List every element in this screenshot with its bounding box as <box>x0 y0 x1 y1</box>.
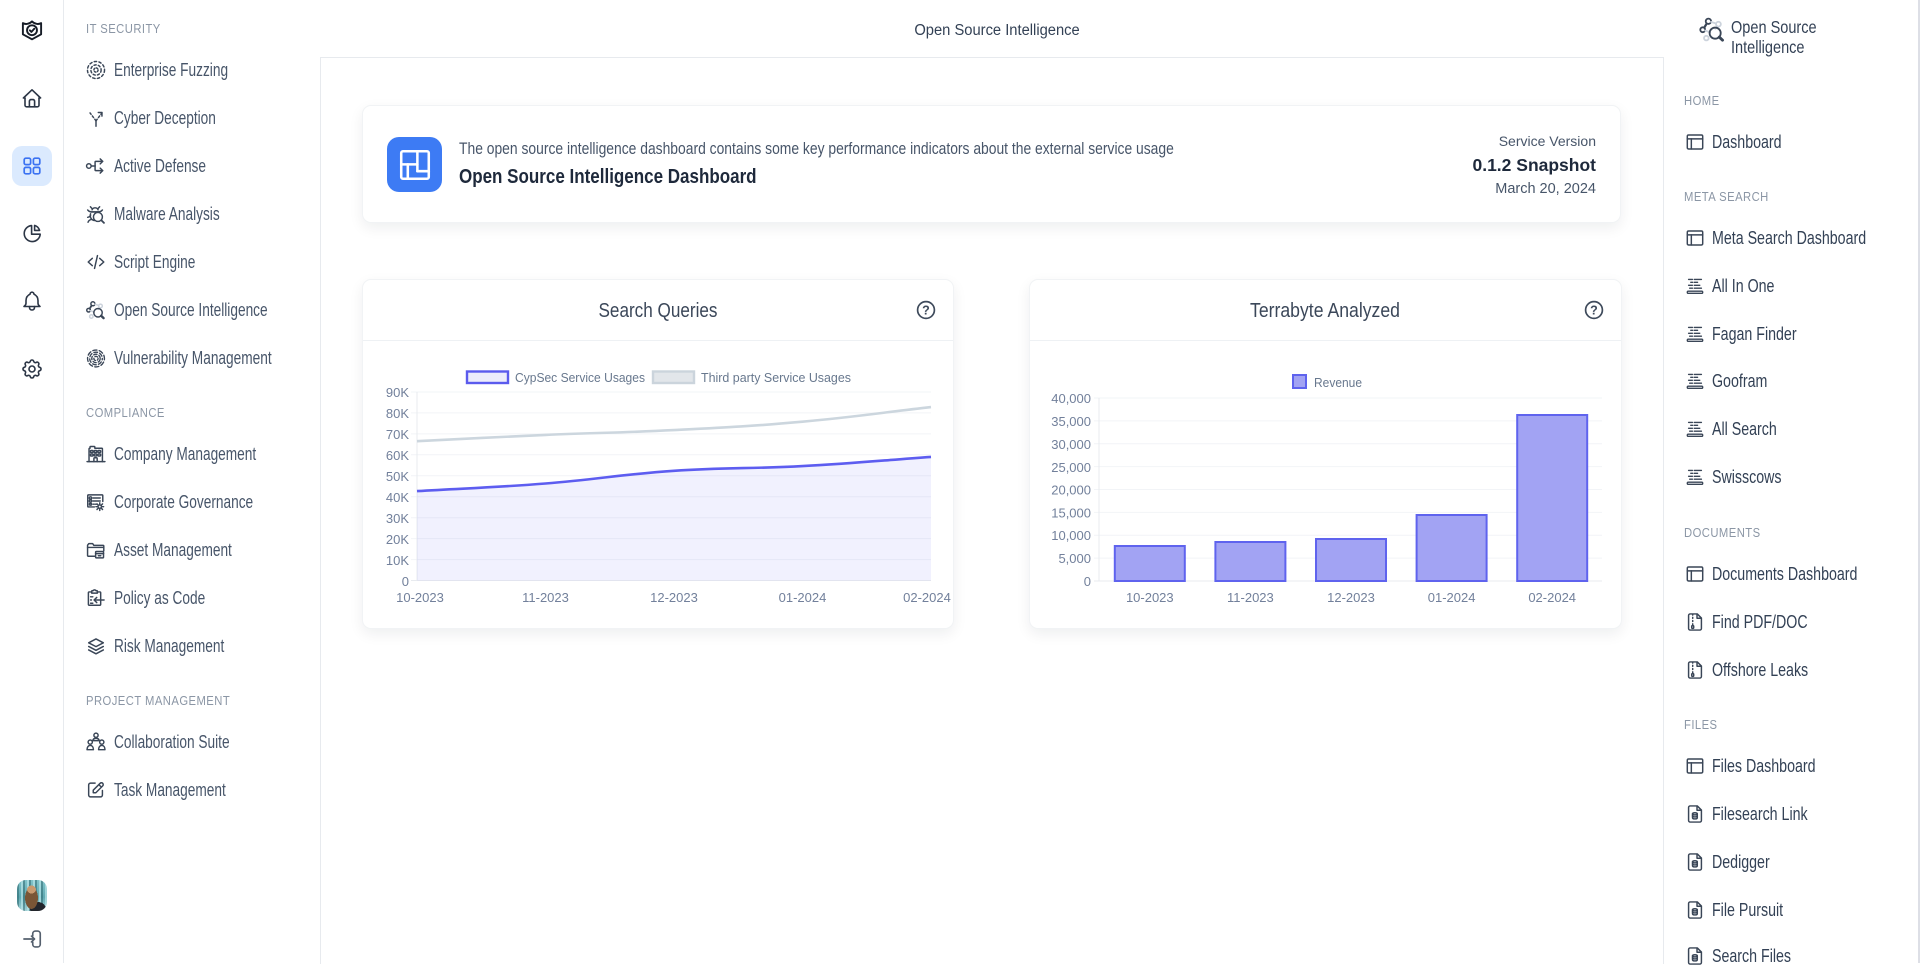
svg-text:0: 0 <box>1084 574 1091 589</box>
svg-text:CypSec Service Usages: CypSec Service Usages <box>515 370 645 385</box>
svg-text:70K: 70K <box>386 427 409 442</box>
svg-text:30,000: 30,000 <box>1051 437 1091 452</box>
svg-text:5,000: 5,000 <box>1058 551 1091 566</box>
svg-text:15,000: 15,000 <box>1051 505 1091 520</box>
svg-text:0: 0 <box>402 574 409 589</box>
svg-text:80K: 80K <box>386 406 409 421</box>
svg-text:Third party Service Usages: Third party Service Usages <box>701 370 851 385</box>
svg-text:25,000: 25,000 <box>1051 460 1091 475</box>
svg-text:12-2023: 12-2023 <box>650 590 698 605</box>
svg-text:?: ? <box>922 304 930 318</box>
svg-text:10-2023: 10-2023 <box>396 590 444 605</box>
svg-text:40,000: 40,000 <box>1051 391 1091 406</box>
svg-text:10,000: 10,000 <box>1051 528 1091 543</box>
svg-text:?: ? <box>1590 304 1598 318</box>
svg-text:20K: 20K <box>386 532 409 547</box>
svg-text:50K: 50K <box>386 469 409 484</box>
svg-text:11-2023: 11-2023 <box>522 590 569 605</box>
svg-text:10-2023: 10-2023 <box>1126 590 1174 605</box>
svg-text:30K: 30K <box>386 511 409 526</box>
svg-text:35,000: 35,000 <box>1051 414 1091 429</box>
svg-text:10K: 10K <box>386 553 409 568</box>
svg-text:02-2024: 02-2024 <box>903 590 951 605</box>
svg-text:01-2024: 01-2024 <box>779 590 827 605</box>
svg-text:02-2024: 02-2024 <box>1528 590 1576 605</box>
svg-text:Revenue: Revenue <box>1314 375 1362 390</box>
svg-text:Terrabyte Analyzed: Terrabyte Analyzed <box>1250 300 1400 322</box>
svg-text:20,000: 20,000 <box>1051 483 1091 498</box>
svg-text:01-2024: 01-2024 <box>1428 590 1476 605</box>
svg-text:90K: 90K <box>386 385 409 400</box>
svg-text:11-2023: 11-2023 <box>1227 590 1274 605</box>
svg-text:Search Queries: Search Queries <box>599 300 718 322</box>
svg-text:40K: 40K <box>386 490 409 505</box>
svg-text:60K: 60K <box>386 448 409 463</box>
svg-text:12-2023: 12-2023 <box>1327 590 1375 605</box>
